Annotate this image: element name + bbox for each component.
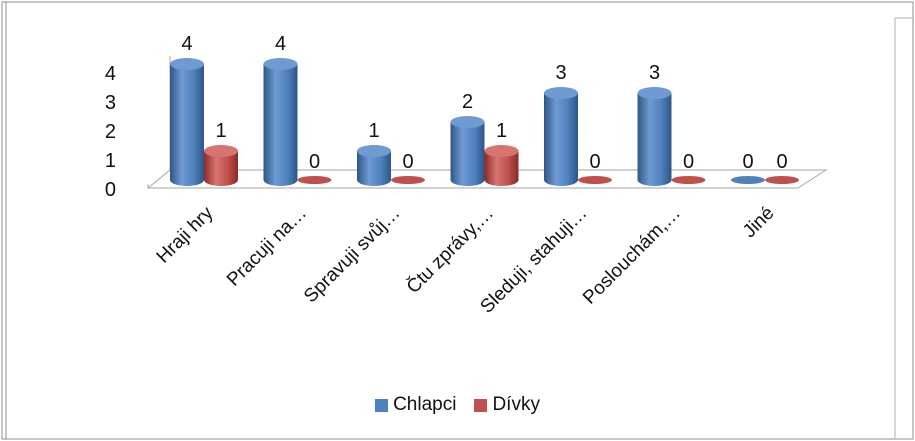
y-tick-label: 1 — [105, 150, 116, 172]
legend-item-chlapci: Chlapci — [375, 394, 456, 416]
x-tick-label: Pracuji na… — [223, 203, 311, 291]
y-tick-label: 2 — [105, 121, 116, 143]
x-tick-label: Hraji hry — [153, 202, 218, 267]
x-tick-label: Čtu zprávy,… — [402, 202, 498, 298]
bar-body — [204, 151, 238, 186]
bar-zero — [391, 176, 425, 184]
bar-zero — [731, 176, 765, 184]
legend-label-divky: Dívky — [492, 394, 540, 415]
bar-zero — [765, 176, 799, 184]
data-label: 4 — [275, 33, 286, 55]
legend-swatch-divky — [474, 398, 488, 412]
data-label: 0 — [402, 151, 413, 173]
bar-body — [484, 151, 519, 186]
y-tick-label: 4 — [105, 63, 116, 85]
y-tick-label: 3 — [105, 92, 116, 114]
bar-body — [263, 64, 298, 186]
bar-body — [450, 122, 485, 186]
bar-top — [357, 145, 391, 157]
bar-top — [170, 58, 204, 70]
bar-top — [450, 116, 485, 128]
bar-top — [544, 87, 578, 99]
bar-top — [263, 58, 298, 70]
legend: Chlapci Dívky — [0, 394, 915, 416]
data-label: 0 — [589, 151, 600, 173]
bar-body — [544, 93, 578, 186]
x-tick-label: Poslouchám,… — [579, 203, 685, 309]
x-tick-label: Spravuji svůj… — [300, 203, 404, 307]
legend-item-divky: Dívky — [474, 394, 540, 416]
data-label: 0 — [776, 151, 787, 173]
bar-body — [170, 64, 204, 186]
bar-top — [204, 145, 238, 157]
legend-swatch-chlapci — [375, 398, 389, 412]
data-label: 3 — [555, 62, 566, 84]
data-label: 1 — [368, 120, 379, 142]
data-label: 0 — [742, 151, 753, 173]
bar-body — [357, 151, 391, 186]
bar-top — [637, 87, 672, 99]
bar-top — [484, 145, 519, 157]
data-label: 1 — [215, 120, 226, 142]
x-tick-label: Jiné — [739, 203, 778, 242]
data-label: 4 — [181, 33, 192, 55]
y-tick-label: 0 — [105, 179, 116, 201]
bar-zero — [671, 176, 706, 184]
data-label: 3 — [649, 62, 660, 84]
bar-body — [637, 93, 672, 186]
data-label: 1 — [496, 120, 507, 142]
legend-label-chlapci: Chlapci — [393, 394, 457, 415]
data-label: 0 — [309, 151, 320, 173]
data-label: 0 — [683, 151, 694, 173]
data-label: 2 — [462, 91, 473, 113]
bar-zero — [297, 176, 332, 184]
bar-zero — [578, 176, 612, 184]
